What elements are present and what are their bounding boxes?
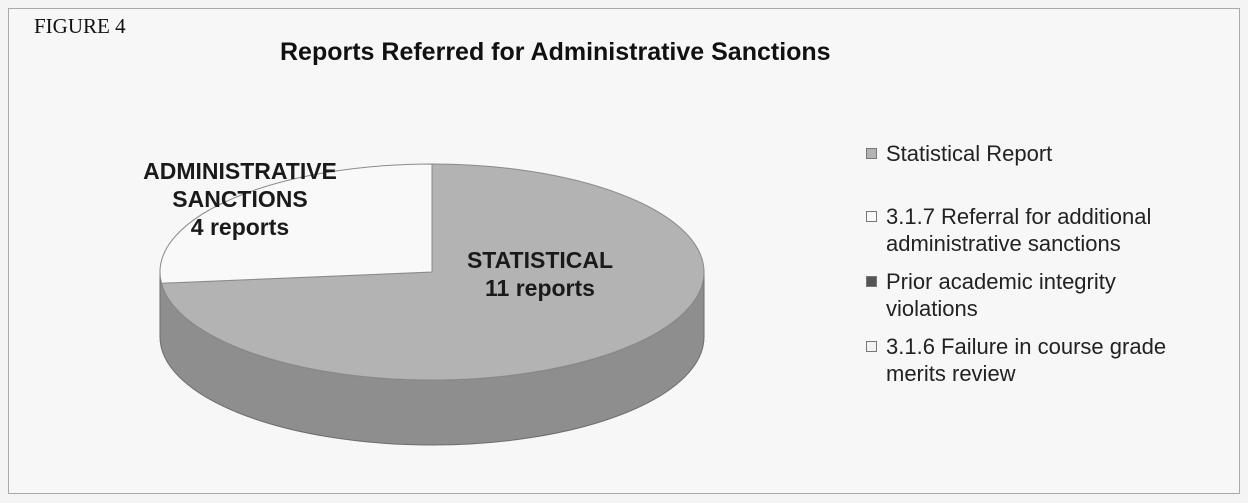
legend-text: administrative sanctions bbox=[886, 231, 1121, 256]
slice-label-admin-line-1: ADMINISTRATIVE bbox=[143, 158, 337, 184]
legend-item-referral-sanctions: 3.1.7 Referral for additional administra… bbox=[866, 203, 1236, 257]
legend-text: violations bbox=[886, 296, 978, 321]
slice-label-statistical: STATISTICAL 11 reports bbox=[440, 246, 640, 302]
slice-label-statistical-line-1: STATISTICAL bbox=[466, 247, 614, 273]
slice-label-statistical-line-2: 11 reports bbox=[485, 275, 595, 301]
legend-text: Statistical Report bbox=[886, 141, 1053, 166]
legend-text: 3.1.7 Referral for additional bbox=[886, 204, 1152, 229]
pie-slice-statistical bbox=[160, 163, 705, 381]
chart-title: Reports Referred for Administrative Sanc… bbox=[280, 38, 831, 66]
legend-item-course-grade-failure: 3.1.6 Failure in course grade merits rev… bbox=[866, 333, 1236, 387]
legend-swatch-prior bbox=[866, 276, 877, 287]
slice-label-admin-line-2: SANCTIONS bbox=[172, 186, 308, 212]
legend-item-prior-violations: Prior academic integrity violations bbox=[866, 268, 1236, 322]
figure-label: FIGURE 4 bbox=[34, 14, 126, 38]
legend-text: Prior academic integrity bbox=[886, 269, 1116, 294]
legend: Statistical Report 3.1.7 Referral for ad… bbox=[866, 140, 1236, 387]
legend-swatch-failure bbox=[866, 341, 877, 352]
slice-label-administrative-sanctions: ADMINISTRATIVE SANCTIONS 4 reports bbox=[110, 157, 370, 241]
legend-item-statistical-report: Statistical Report bbox=[866, 140, 1236, 167]
legend-swatch-referral bbox=[866, 211, 877, 222]
legend-text: merits review bbox=[886, 361, 1016, 386]
legend-swatch-statistical bbox=[866, 148, 877, 159]
pie-slice-administrative-sanctions bbox=[159, 163, 433, 284]
legend-text: 3.1.6 Failure in course grade bbox=[886, 334, 1167, 359]
slice-label-admin-line-3: 4 reports bbox=[190, 214, 290, 240]
